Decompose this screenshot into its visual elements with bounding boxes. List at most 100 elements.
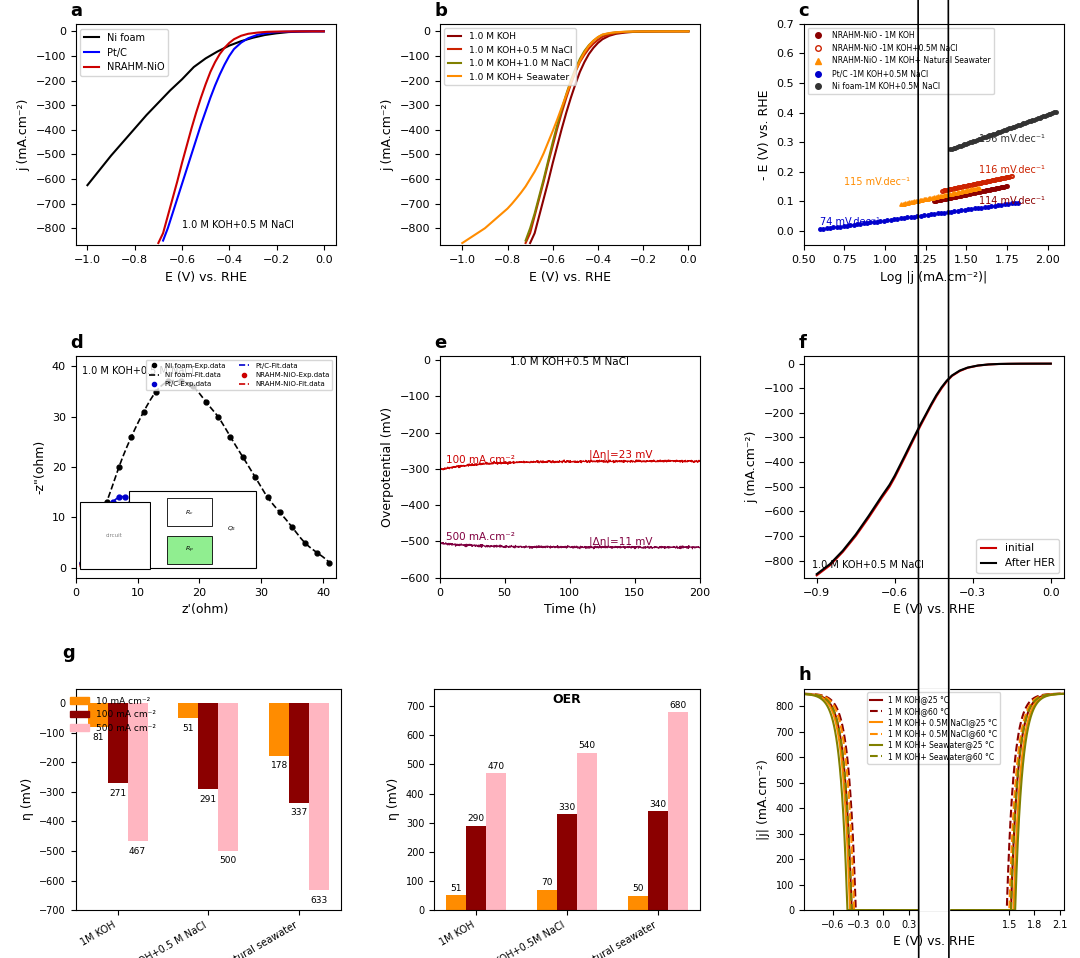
Text: 470: 470 <box>487 762 504 771</box>
Ni foam-Exp.data <box>237 451 249 463</box>
Y-axis label: |j| (mA.cm⁻²): |j| (mA.cm⁻²) <box>757 759 770 840</box>
Legend: NRAHM-NiO - 1M KOH, NRAHM-NiO -1M KOH+0.5M NaCl, NRAHM-NiO - 1M KOH+ Natural Sea: NRAHM-NiO - 1M KOH, NRAHM-NiO -1M KOH+0.… <box>808 28 994 94</box>
Ni foam-Exp.data <box>137 406 150 418</box>
Text: 330: 330 <box>558 803 576 811</box>
Bar <box>199 703 218 789</box>
Bar <box>577 753 597 910</box>
Text: 115 mV.dec⁻¹: 115 mV.dec⁻¹ <box>845 177 910 187</box>
Ni foam-Fit.data <box>323 557 336 568</box>
Ni foam-Fit.data <box>76 557 89 568</box>
Ni foam-Exp.data <box>323 557 336 568</box>
Pt/C-Exp.data <box>162 549 175 560</box>
Text: e: e <box>434 333 447 352</box>
Legend: 10 mA cm⁻², 100 mA cm⁻², 500 mA cm⁻²: 10 mA cm⁻², 100 mA cm⁻², 500 mA cm⁻² <box>67 693 160 737</box>
Ni foam-Exp.data <box>150 386 163 398</box>
Pt/C-Fit.data <box>76 557 89 568</box>
NRAHM-NiO-Exp.data <box>79 556 92 567</box>
X-axis label: E (V) vs. RHE: E (V) vs. RHE <box>529 271 610 284</box>
Ni foam-Exp.data <box>81 547 94 559</box>
Ni foam-Exp.data <box>298 536 311 548</box>
Ni foam-Exp.data <box>248 471 261 483</box>
Pt/C-Exp.data <box>125 496 138 508</box>
Text: 500 mA.cm⁻²: 500 mA.cm⁻² <box>446 533 515 542</box>
Text: 290: 290 <box>468 814 485 823</box>
Bar <box>557 814 577 910</box>
NRAHM-NiO-Fit.data <box>85 547 98 559</box>
Ni foam-Fit.data <box>167 375 180 386</box>
Text: |Δη|=23 mV: |Δη|=23 mV <box>590 449 652 460</box>
Text: 271: 271 <box>109 788 126 798</box>
Pt/C-Exp.data <box>100 507 113 518</box>
Text: 291: 291 <box>200 794 217 804</box>
Text: g: g <box>63 644 76 662</box>
Bar <box>446 895 467 910</box>
Pt/C-Fit.data <box>81 550 94 561</box>
X-axis label: E (V) vs. RHE: E (V) vs. RHE <box>893 935 975 948</box>
Y-axis label: j (mA.cm⁻²): j (mA.cm⁻²) <box>17 99 30 171</box>
NRAHM-NiO-Fit.data <box>112 560 125 572</box>
NRAHM-NiO-Fit.data <box>77 558 90 569</box>
Legend: initial, After HER: initial, After HER <box>976 539 1058 573</box>
Text: 51: 51 <box>450 884 462 893</box>
Text: 1.0 M KOH+0.5 M NaCl: 1.0 M KOH+0.5 M NaCl <box>183 220 294 230</box>
Text: 1.0 M KOH+0.5 M NaCl: 1.0 M KOH+0.5 M NaCl <box>811 559 923 570</box>
Text: a: a <box>70 2 82 19</box>
Bar <box>289 703 309 803</box>
Bar <box>218 703 239 851</box>
X-axis label: E (V) vs. RHE: E (V) vs. RHE <box>164 271 246 284</box>
Text: 340: 340 <box>649 800 666 809</box>
NRAHM-NiO-Fit.data <box>111 559 124 570</box>
Pt/C-Exp.data <box>94 522 107 534</box>
Bar <box>127 703 148 841</box>
Text: 74 mV.dec⁻¹: 74 mV.dec⁻¹ <box>820 217 880 227</box>
Bar <box>537 890 557 910</box>
Text: 500: 500 <box>219 856 237 865</box>
NRAHM-NiO-Fit.data <box>109 557 122 568</box>
NRAHM-NiO-Fit.data <box>94 542 107 554</box>
Text: 337: 337 <box>291 809 308 817</box>
Ni foam-Exp.data <box>162 376 175 387</box>
NRAHM-NiO-Exp.data <box>109 557 122 568</box>
Ni foam-Exp.data <box>174 376 187 387</box>
Pt/C-Exp.data <box>137 514 150 526</box>
Line: Pt/C-Fit.data: Pt/C-Fit.data <box>82 496 180 564</box>
NRAHM-NiO-Exp.data <box>87 545 100 557</box>
Pt/C-Exp.data <box>150 535 163 546</box>
Ni foam-Fit.data <box>81 549 94 560</box>
Text: 633: 633 <box>311 896 327 904</box>
Pt/C-Exp.data <box>144 524 157 536</box>
NRAHM-NiO-Fit.data <box>78 557 91 568</box>
Legend: Ni foam-Exp.data, Ni foam-Fit.data, Pt/C-Exp.data, Pt/C-Fit.data, NRAHM-NiO-Exp.: Ni foam-Exp.data, Ni foam-Fit.data, Pt/C… <box>146 359 333 390</box>
Ni foam-Fit.data <box>132 416 145 427</box>
Y-axis label: η (mV): η (mV) <box>21 778 33 820</box>
Text: 116 mV.dec⁻¹: 116 mV.dec⁻¹ <box>980 165 1045 175</box>
Y-axis label: -z"(ohm): -z"(ohm) <box>33 440 46 494</box>
Line: Ni foam-Fit.data: Ni foam-Fit.data <box>82 380 329 562</box>
Ni foam-Fit.data <box>311 547 324 559</box>
Y-axis label: j (mA.cm⁻²): j (mA.cm⁻²) <box>381 99 394 171</box>
Pt/C-Exp.data <box>87 536 100 548</box>
Bar <box>486 773 507 910</box>
Bar <box>667 712 688 910</box>
Pt/C-Fit.data <box>94 522 107 534</box>
NRAHM-NiO-Exp.data <box>97 543 110 555</box>
Ni foam-Exp.data <box>100 496 113 508</box>
Legend: 1 M KOH@25 °C, 1 M KOH@60 °C, 1 M KOH+ 0.5M NaCl@25 °C, 1 M KOH+ 0.5M NaCl@60 °C: 1 M KOH@25 °C, 1 M KOH@60 °C, 1 M KOH+ 0… <box>867 693 1000 764</box>
Bar <box>627 896 648 910</box>
Pt/C-Fit.data <box>102 503 114 514</box>
Ni foam-Exp.data <box>87 527 100 538</box>
Line: NRAHM-NiO-Fit.data: NRAHM-NiO-Fit.data <box>82 548 119 566</box>
NRAHM-NiO-Exp.data <box>100 546 113 558</box>
Text: 178: 178 <box>271 762 287 770</box>
Pt/C-Exp.data <box>119 491 132 503</box>
Bar <box>108 703 127 784</box>
Text: c: c <box>798 2 809 19</box>
Text: 100 mA.cm⁻²: 100 mA.cm⁻² <box>446 455 515 466</box>
Pt/C-Fit.data <box>79 553 92 564</box>
Text: 51: 51 <box>183 723 194 733</box>
X-axis label: E (V) vs. RHE: E (V) vs. RHE <box>893 604 975 616</box>
NRAHM-NiO-Fit.data <box>82 551 95 562</box>
Pt/C-Exp.data <box>112 491 125 503</box>
Text: 680: 680 <box>669 700 686 710</box>
Pt/C-Exp.data <box>81 549 94 560</box>
